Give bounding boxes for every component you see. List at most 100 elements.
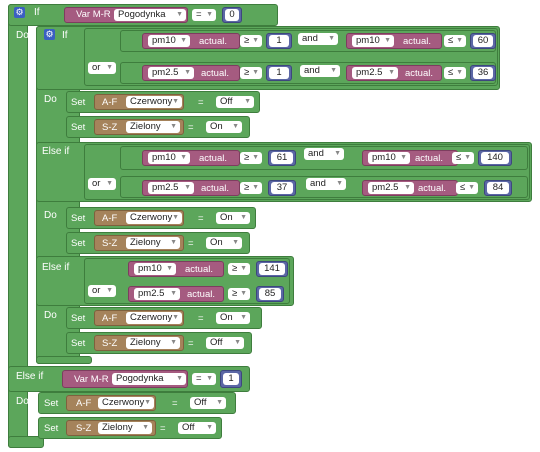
value-select[interactable]: On ▼: [216, 212, 250, 224]
number-value[interactable]: 84: [487, 182, 509, 194]
variable-select[interactable]: Pogodynka ▼: [114, 9, 186, 21]
sensor-select[interactable]: pm2.5 ▼: [352, 67, 398, 79]
chevron-down-icon: ▼: [252, 37, 259, 44]
chevron-down-icon: ▼: [240, 265, 247, 272]
actor-prefix: A-F: [102, 97, 118, 108]
number-value[interactable]: 61: [271, 152, 293, 164]
sensor-select[interactable]: pm10 ▼: [134, 263, 176, 275]
operator-select[interactable]: ≥ ▼: [228, 288, 250, 300]
operator-select[interactable]: ≥ ▼: [240, 35, 262, 47]
chevron-down-icon: ▼: [234, 339, 241, 346]
operator-select[interactable]: = ▼: [192, 373, 216, 385]
operator-select[interactable]: ≥ ▼: [228, 263, 250, 275]
chevron-down-icon: ▼: [106, 287, 113, 294]
value-select[interactable]: On ▼: [206, 237, 242, 249]
operator-select[interactable]: ≤ ▼: [444, 67, 466, 79]
actor-select[interactable]: Czerwony ▼: [98, 397, 154, 409]
value-select[interactable]: Off ▼: [216, 96, 254, 108]
sensor-actual-label: actual.: [405, 68, 433, 79]
operator-select[interactable]: ≥ ▼: [240, 152, 262, 164]
value-select[interactable]: Off ▼: [178, 422, 216, 434]
actor-select[interactable]: Zielony ▼: [126, 237, 180, 249]
set-keyword: Set: [71, 338, 86, 349]
number-value[interactable]: 0: [225, 9, 239, 21]
actor-select[interactable]: Czerwony ▼: [126, 96, 182, 108]
actor-prefix: A-F: [102, 313, 118, 324]
chevron-down-icon: ▼: [166, 265, 173, 272]
sensor-actual-label: actual.: [201, 68, 229, 79]
gear-icon[interactable]: ⚙: [44, 29, 55, 40]
gear-icon[interactable]: ⚙: [14, 7, 25, 18]
set-keyword: Set: [44, 398, 59, 409]
chevron-down-icon: ▼: [106, 180, 113, 187]
number-value[interactable]: 1: [223, 373, 239, 385]
chevron-down-icon: ▼: [172, 214, 179, 221]
number-value[interactable]: 37: [271, 182, 293, 194]
actor-select[interactable]: Zielony ▼: [126, 337, 180, 349]
value-select[interactable]: On ▼: [216, 312, 250, 324]
actor-prefix: A-F: [76, 398, 92, 409]
or-select[interactable]: or ▼: [88, 62, 116, 74]
equals-label: =: [160, 423, 166, 434]
chevron-down-icon: ▼: [468, 184, 475, 191]
sensor-select[interactable]: pm2.5 ▼: [148, 182, 194, 194]
number-value[interactable]: 1: [269, 35, 289, 47]
and-select[interactable]: and ▼: [298, 33, 338, 45]
sensor-select[interactable]: pm10 ▼: [352, 35, 394, 47]
number-value[interactable]: 141: [259, 263, 285, 275]
sensor-select[interactable]: pm2.5 ▼: [148, 67, 194, 79]
or-select[interactable]: or ▼: [88, 178, 116, 190]
sensor-select[interactable]: pm2.5 ▼: [368, 182, 414, 194]
value-select[interactable]: Off ▼: [190, 397, 226, 409]
if-keyword: If: [34, 7, 40, 18]
set-keyword: Set: [71, 238, 86, 249]
actor-prefix: A-F: [102, 213, 118, 224]
chevron-down-icon: ▼: [328, 35, 335, 42]
set-keyword: Set: [71, 213, 86, 224]
and-select[interactable]: and ▼: [304, 148, 344, 160]
actor-select[interactable]: Zielony ▼: [126, 121, 180, 133]
value-select[interactable]: Off ▼: [206, 337, 244, 349]
operator-select[interactable]: ≤ ▼: [456, 182, 478, 194]
outer-if-footer[interactable]: [8, 436, 44, 448]
operator-select[interactable]: = ▼: [192, 9, 216, 21]
sensor-actual-label: actual.: [201, 183, 229, 194]
operator-select[interactable]: ≥ ▼: [240, 182, 262, 194]
value-select[interactable]: On ▼: [206, 121, 242, 133]
actor-select[interactable]: Zielony ▼: [98, 422, 152, 434]
chevron-down-icon: ▼: [240, 290, 247, 297]
chevron-down-icon: ▼: [330, 67, 337, 74]
chevron-down-icon: ▼: [142, 424, 149, 431]
do-keyword: Do: [16, 30, 29, 41]
chevron-down-icon: ▼: [384, 37, 391, 44]
sensor-select[interactable]: pm2.5 ▼: [134, 288, 180, 300]
number-value[interactable]: 85: [259, 288, 281, 300]
number-value[interactable]: 1: [269, 67, 289, 79]
sensor-select[interactable]: pm10 ▼: [148, 152, 190, 164]
sensor-actual-label: actual.: [415, 153, 443, 164]
operator-select[interactable]: ≥ ▼: [240, 67, 262, 79]
equals-label: =: [188, 238, 194, 249]
do-keyword: Do: [44, 94, 57, 105]
variable-select[interactable]: Pogodynka ▼: [112, 373, 186, 385]
actor-select[interactable]: Czerwony ▼: [126, 312, 182, 324]
and-select[interactable]: and ▼: [306, 178, 346, 190]
actor-select[interactable]: Czerwony ▼: [126, 212, 182, 224]
number-value[interactable]: 60: [473, 35, 493, 47]
do-keyword: Do: [44, 210, 57, 221]
inner-if-footer[interactable]: [36, 356, 92, 364]
equals-label: =: [188, 122, 194, 133]
or-select[interactable]: or ▼: [88, 285, 116, 297]
sensor-select[interactable]: pm10 ▼: [148, 35, 190, 47]
do-keyword: Do: [44, 310, 57, 321]
chevron-down-icon: ▼: [176, 375, 183, 382]
sensor-select[interactable]: pm10 ▼: [368, 152, 410, 164]
chevron-down-icon: ▼: [144, 399, 151, 406]
number-value[interactable]: 140: [481, 152, 509, 164]
operator-select[interactable]: ≤ ▼: [452, 152, 474, 164]
operator-select[interactable]: ≤ ▼: [444, 35, 466, 47]
chevron-down-icon: ▼: [456, 37, 463, 44]
and-select[interactable]: and ▼: [300, 65, 340, 77]
number-value[interactable]: 36: [473, 67, 493, 79]
else-if-keyword: Else if: [16, 371, 44, 382]
